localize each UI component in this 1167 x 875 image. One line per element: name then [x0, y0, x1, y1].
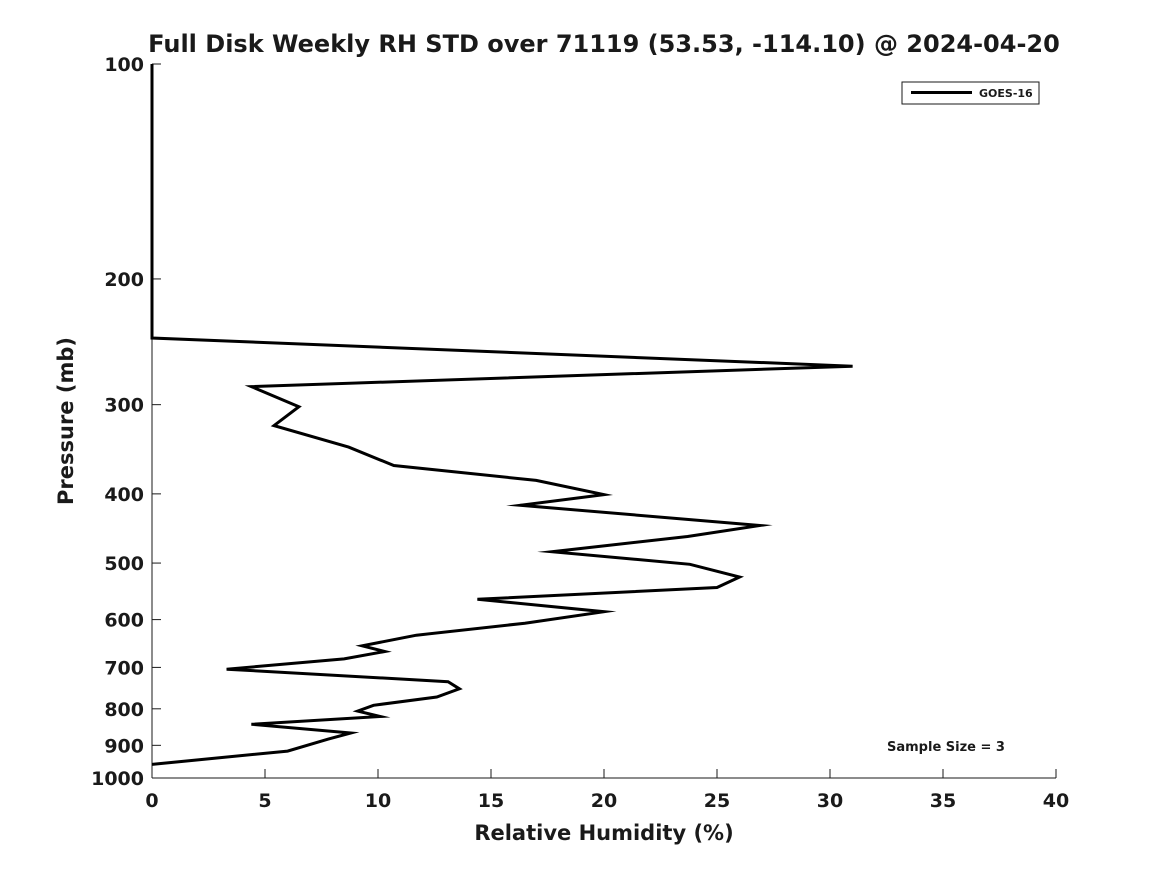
chart-title: Full Disk Weekly RH STD over 71119 (53.5…	[148, 30, 1060, 58]
y-tick-label: 700	[104, 657, 144, 679]
x-ticks: 0 5 10 15 20 25 30 35 40	[145, 769, 1069, 812]
x-tick-label: 0	[145, 790, 158, 812]
y-tick-label: 300	[104, 395, 144, 417]
x-tick-label: 35	[930, 790, 956, 812]
y-axis-label: Pressure (mb)	[54, 337, 78, 505]
y-tick-label: 400	[104, 484, 144, 506]
y-tick-label: 200	[104, 269, 144, 291]
x-tick-label: 30	[817, 790, 843, 812]
x-tick-label: 20	[591, 790, 617, 812]
legend-label-goes-16: GOES-16	[979, 87, 1033, 100]
series-layer	[150, 63, 853, 766]
x-axis-label: Relative Humidity (%)	[474, 821, 733, 845]
y-tick-label: 900	[104, 735, 144, 757]
series-line-goes-16	[150, 64, 853, 766]
y-tick-label: 600	[104, 610, 144, 632]
x-tick-label: 15	[478, 790, 504, 812]
y-tick-label: 1000	[91, 768, 144, 790]
x-tick-label: 40	[1043, 790, 1069, 812]
sample-size-annotation: Sample Size = 3	[887, 740, 1005, 755]
x-tick-label: 25	[704, 790, 730, 812]
x-tick-label: 10	[365, 790, 391, 812]
legend: GOES-16	[901, 81, 1040, 105]
y-tick-label: 800	[104, 699, 144, 721]
x-tick-label: 5	[258, 790, 271, 812]
y-tick-label: 500	[104, 553, 144, 575]
y-tick-label: 100	[104, 54, 144, 76]
y-ticks: 100 200 300 400 500 600 700 800 900 1000	[91, 54, 161, 790]
